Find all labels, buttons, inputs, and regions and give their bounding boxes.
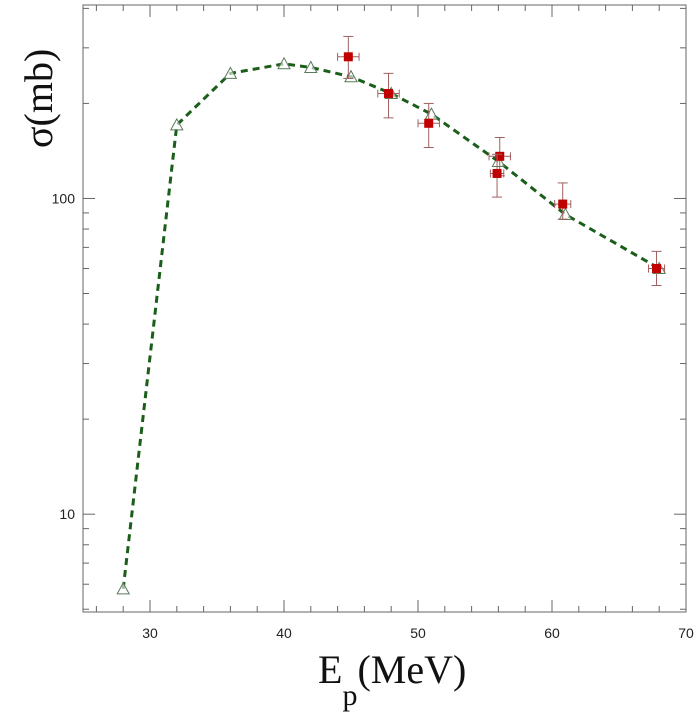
y-axis-title: σ(mb) xyxy=(16,49,61,148)
experiment-square-point xyxy=(558,199,568,209)
experiment-square-point xyxy=(343,52,353,62)
x-tick-label: 40 xyxy=(276,625,292,641)
x-tick-label: 50 xyxy=(410,625,426,641)
calculation-triangle-point xyxy=(303,60,318,73)
plot-frame xyxy=(82,4,687,613)
experiment-square-point xyxy=(652,264,662,274)
experiment-square-point xyxy=(424,118,434,128)
experiment-square-point xyxy=(495,151,505,161)
x-axis-title-main: E xyxy=(318,647,342,692)
experiment-square-point xyxy=(492,168,502,178)
x-tick-label: 30 xyxy=(142,625,158,641)
experiment-square-point xyxy=(384,89,394,99)
tick-labels: 30 40 50 60 70 10 100 xyxy=(52,190,694,641)
x-axis-title-unit: (MeV) xyxy=(357,647,466,692)
calculation-triangle-point xyxy=(116,581,131,595)
x-tick-label: 60 xyxy=(544,625,560,641)
x-tick-label: 70 xyxy=(678,625,694,641)
x-axis-title: Ep(MeV) xyxy=(318,647,466,712)
calculation-triangle-point xyxy=(169,117,184,131)
calculation-triangle-point xyxy=(277,56,291,70)
calculation-triangle-point xyxy=(344,69,358,83)
y-tick-label: 10 xyxy=(59,506,75,522)
series-layer xyxy=(116,35,667,595)
calculation-triangle-point xyxy=(491,154,506,167)
calculation-triangle-point xyxy=(223,66,238,79)
x-axis-title-sub: p xyxy=(342,679,357,712)
calculation-line xyxy=(121,62,660,590)
y-tick-label: 100 xyxy=(52,190,76,206)
axis-ticks xyxy=(83,5,687,612)
